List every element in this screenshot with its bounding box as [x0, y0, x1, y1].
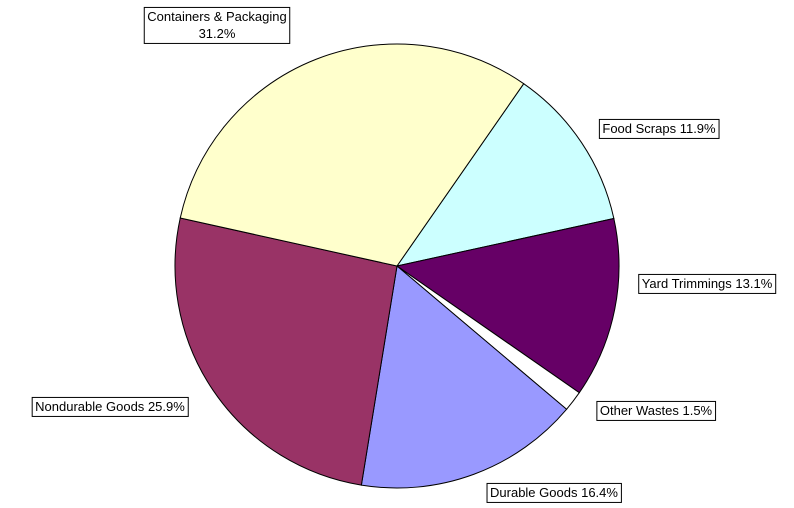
label-value: 11.9% — [680, 121, 716, 136]
label-value: 1.5% — [682, 403, 712, 418]
pie-slice — [179, 43, 525, 267]
label-name: Other Wastes — [600, 403, 679, 418]
label-value: 16.4% — [581, 485, 618, 500]
label-box — [31, 396, 189, 417]
label-box — [596, 400, 717, 421]
pie-slice — [395, 217, 620, 394]
label-name: Nondurable Goods — [35, 399, 145, 414]
label-box — [598, 118, 720, 139]
label-name: Food Scraps — [602, 121, 676, 136]
pie-slice — [360, 265, 568, 489]
pie-slice — [395, 83, 615, 267]
pie-slice — [174, 217, 398, 486]
data-label: Containers & Packaging 31.2% — [143, 6, 291, 44]
data-label: Yard Trimmings 13.1% — [638, 273, 777, 294]
data-label: Durable Goods 16.4% — [486, 482, 622, 503]
label-name: Durable Goods — [490, 485, 578, 500]
label-value: 31.2% — [199, 26, 236, 41]
label-name: Containers & Packaging — [147, 9, 286, 24]
label-text: Other Wastes 1.5% — [600, 403, 713, 418]
label-box — [638, 273, 777, 294]
label-box — [486, 482, 622, 503]
label-text: Nondurable Goods 25.9% — [35, 399, 185, 414]
label-value: 13.1% — [735, 276, 772, 291]
data-label: Other Wastes 1.5% — [596, 400, 717, 421]
data-label: Food Scraps 11.9% — [598, 118, 720, 139]
label-text: Containers & Packaging 31.2% — [147, 9, 286, 41]
label-name: Yard Trimmings — [642, 276, 733, 291]
label-box — [143, 6, 291, 44]
label-text: Durable Goods 16.4% — [490, 485, 618, 500]
label-text: Yard Trimmings 13.1% — [642, 276, 773, 291]
data-label: Nondurable Goods 25.9% — [31, 396, 189, 417]
label-text: Food Scraps 11.9% — [602, 121, 716, 136]
label-value: 25.9% — [148, 399, 185, 414]
